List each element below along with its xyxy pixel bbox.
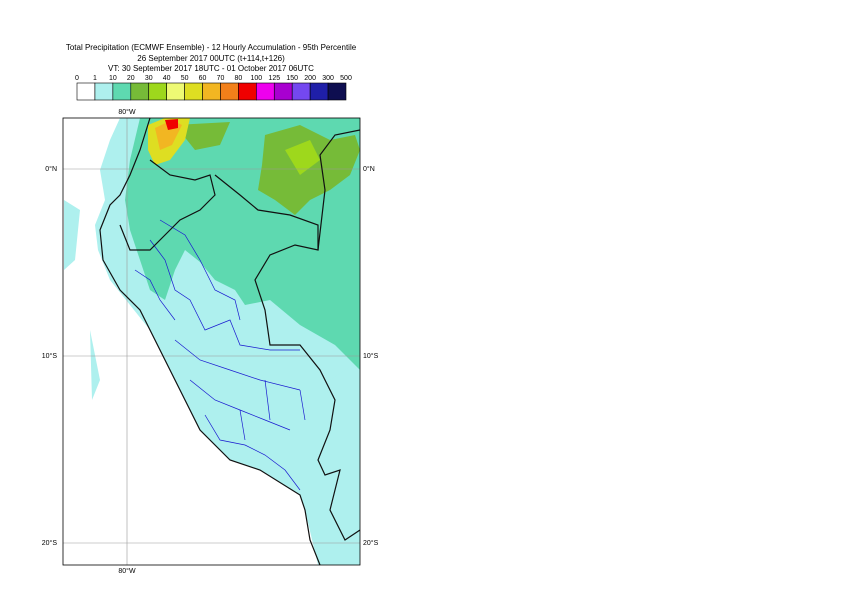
legend-threshold: 100	[250, 75, 262, 82]
legend-threshold: 200	[304, 75, 316, 82]
legend-swatch	[130, 82, 150, 101]
legend-swatch	[309, 82, 329, 101]
legend-swatch	[76, 82, 96, 101]
lon-label: 80°W	[118, 567, 136, 575]
legend-threshold: 20	[127, 75, 135, 82]
legend-threshold: 500	[340, 75, 352, 82]
legend-swatch	[94, 82, 114, 101]
precip-area	[285, 140, 320, 175]
legend-swatch	[291, 82, 311, 101]
legend-swatch	[238, 82, 257, 101]
legend-threshold: 40	[163, 75, 171, 82]
legend-swatch	[148, 82, 167, 101]
provincial-borders	[134, 219, 306, 491]
lat-label: 0°N	[363, 165, 375, 173]
legend-swatch	[112, 82, 132, 101]
lat-label: 20°S	[42, 539, 58, 547]
color-legend: 0 1 10 20 30 40 50 60 70 80 100 125 150 200 300 500	[75, 75, 352, 101]
legend-swatch	[327, 82, 347, 101]
lat-label: 0°N	[45, 165, 57, 173]
country-borders	[99, 118, 360, 565]
legend-threshold: 150	[286, 75, 298, 82]
coastline	[99, 118, 321, 565]
legend-threshold: 70	[217, 75, 225, 82]
title-line: VT: 30 September 2017 18UTC - 01 October…	[108, 64, 314, 73]
legend-swatch	[166, 82, 185, 101]
legend-swatch	[273, 82, 293, 101]
legend-threshold: 0	[75, 75, 79, 82]
legend-swatch	[202, 82, 221, 101]
legend-threshold: 80	[235, 75, 243, 82]
lat-label: 20°S	[363, 539, 379, 547]
legend-threshold: 1	[93, 75, 97, 82]
legend-swatch	[184, 82, 203, 101]
precip-area	[175, 122, 360, 215]
lon-label: 80°W	[118, 108, 136, 116]
precip-area	[165, 119, 178, 130]
map	[63, 118, 360, 565]
legend-threshold: 300	[322, 75, 334, 82]
title-line: 26 September 2017 00UTC (t+114,t+126)	[137, 54, 285, 63]
legend-threshold: 30	[145, 75, 153, 82]
title-block: Total Precipitation (ECMWF Ensemble) - 1…	[66, 43, 357, 73]
title-line: Total Precipitation (ECMWF Ensemble) - 1…	[66, 43, 357, 52]
legend-threshold: 10	[109, 75, 117, 82]
legend-swatch	[220, 82, 239, 101]
legend-threshold: 50	[181, 75, 189, 82]
legend-threshold: 125	[268, 75, 280, 82]
lat-label: 10°S	[42, 352, 58, 360]
graticule	[63, 118, 360, 565]
map-frame	[62, 117, 361, 566]
lat-label: 10°S	[363, 352, 379, 360]
legend-swatch	[256, 82, 275, 101]
legend-threshold: 60	[199, 75, 207, 82]
